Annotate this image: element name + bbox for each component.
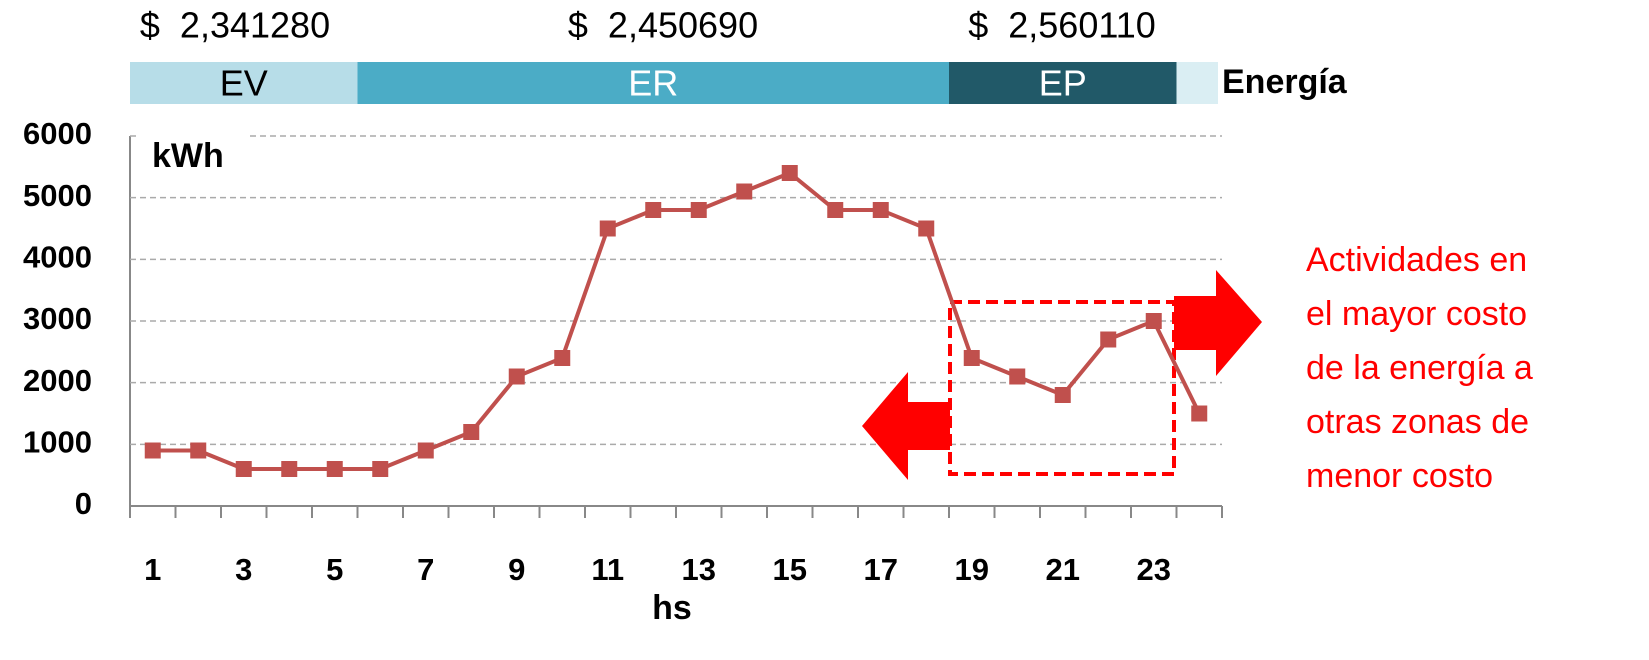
marker bbox=[1191, 405, 1208, 422]
marker bbox=[645, 202, 662, 218]
marker bbox=[190, 442, 207, 459]
x-tick-label: 11 bbox=[591, 552, 624, 587]
x-tick-label: 1 bbox=[144, 552, 161, 587]
tariff-band bbox=[357, 62, 949, 104]
marker bbox=[235, 461, 252, 477]
arrow-left bbox=[862, 372, 950, 480]
marker bbox=[372, 461, 389, 477]
band-legend: Energía bbox=[1222, 63, 1348, 101]
band-tail bbox=[1176, 62, 1218, 104]
arrow-right bbox=[1174, 270, 1262, 376]
annotation-line: Actividades en bbox=[1306, 241, 1527, 279]
marker bbox=[144, 442, 161, 459]
marker bbox=[872, 202, 889, 218]
marker bbox=[736, 183, 753, 200]
x-tick-label: 7 bbox=[417, 552, 434, 587]
x-tick-label: 5 bbox=[326, 552, 343, 587]
marker bbox=[599, 220, 616, 237]
marker bbox=[690, 202, 707, 218]
highlight-box bbox=[948, 300, 1176, 476]
band-price: $ 2,341280 bbox=[140, 5, 330, 46]
x-tick-label: 15 bbox=[773, 552, 807, 587]
x-label: hs bbox=[652, 589, 692, 627]
y-tick-label: 3000 bbox=[23, 301, 92, 336]
y-label: kWh bbox=[152, 137, 224, 175]
annotation-line: el mayor costo bbox=[1306, 295, 1527, 333]
band-label: EP bbox=[1039, 63, 1087, 104]
annotation-line: de la energía a bbox=[1306, 349, 1533, 387]
x-tick-label: 23 bbox=[1137, 552, 1171, 587]
x-tick-label: 13 bbox=[682, 552, 716, 587]
marker bbox=[463, 424, 480, 440]
y-tick-label: 1000 bbox=[23, 425, 92, 460]
marker bbox=[554, 350, 571, 366]
x-tick-label: 17 bbox=[864, 552, 898, 587]
band-label: ER bbox=[628, 63, 678, 104]
marker bbox=[281, 461, 298, 477]
marker bbox=[781, 165, 798, 181]
y-tick-label: 0 bbox=[75, 486, 92, 521]
y-tick-label: 4000 bbox=[23, 240, 92, 275]
band-price: $ 2,450690 bbox=[568, 5, 758, 46]
x-tick-label: 19 bbox=[955, 552, 989, 587]
marker bbox=[417, 442, 434, 459]
tariff-band bbox=[130, 62, 358, 104]
marker bbox=[827, 202, 844, 218]
marker bbox=[1054, 387, 1071, 403]
annotation-line: otras zonas de bbox=[1306, 403, 1529, 441]
band-price: $ 2,560110 bbox=[968, 5, 1156, 46]
band-label: EV bbox=[220, 63, 268, 104]
marker bbox=[508, 368, 525, 385]
annotation-line: menor costo bbox=[1306, 457, 1493, 495]
marker bbox=[963, 350, 980, 366]
marker bbox=[918, 220, 935, 237]
marker bbox=[1100, 331, 1117, 348]
x-tick-label: 21 bbox=[1046, 552, 1080, 587]
marker bbox=[326, 461, 343, 477]
marker bbox=[1145, 313, 1162, 329]
y-label-bg bbox=[140, 132, 250, 182]
y-tick-label: 2000 bbox=[23, 363, 92, 398]
y-tick-label: 6000 bbox=[23, 116, 92, 151]
x-tick-label: 3 bbox=[235, 552, 252, 587]
y-tick-label: 5000 bbox=[23, 178, 92, 213]
x-tick-label: 9 bbox=[508, 552, 525, 587]
tariff-band bbox=[949, 62, 1177, 104]
marker bbox=[1009, 368, 1026, 385]
